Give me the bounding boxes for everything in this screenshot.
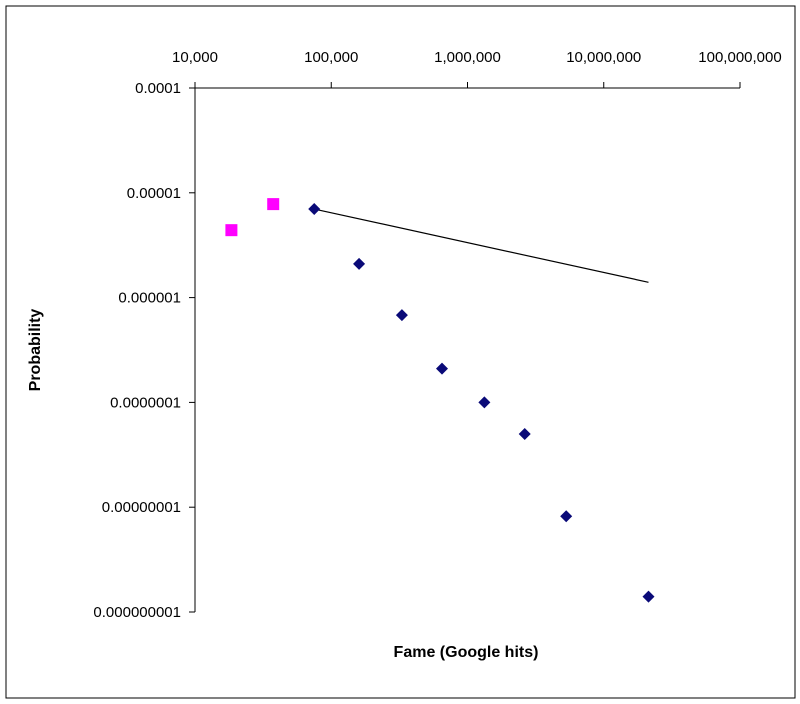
axes: 10,000 100,000 1,000,000 10,000,000 100,000,… [93, 49, 781, 621]
x-tick-label: 10,000 [172, 49, 218, 66]
data-point-square [267, 198, 280, 211]
trendline-group [314, 208, 649, 283]
y-axis-title: Probability [27, 309, 44, 392]
data-point-diamond [395, 309, 408, 322]
data-points [225, 198, 655, 603]
data-point-diamond [560, 510, 573, 523]
y-tick-label: 0.000001 [118, 290, 181, 307]
y-tick-label: 0.000000001 [93, 604, 181, 621]
y-tick-label: 0.0000001 [110, 394, 181, 411]
data-point-diamond [642, 590, 655, 603]
x-axis-title: Fame (Google hits) [394, 644, 539, 661]
x-tick-label: 100,000,000 [698, 49, 781, 66]
data-point-diamond [353, 257, 366, 270]
y-tick-label: 0.0001 [135, 80, 181, 97]
x-tick-label: 100,000 [304, 49, 358, 66]
data-point-diamond [518, 427, 531, 440]
data-point-diamond [478, 396, 491, 409]
x-tick-label: 1,000,000 [434, 49, 501, 66]
y-tick-label: 0.00000001 [102, 499, 181, 516]
data-point-square [225, 224, 238, 237]
chart-border [5, 5, 796, 699]
x-tick-label: 10,000,000 [566, 49, 641, 66]
trendline [314, 208, 649, 283]
data-point-diamond [308, 203, 321, 216]
y-tick-label: 0.00001 [127, 185, 181, 202]
data-point-diamond [436, 362, 449, 375]
